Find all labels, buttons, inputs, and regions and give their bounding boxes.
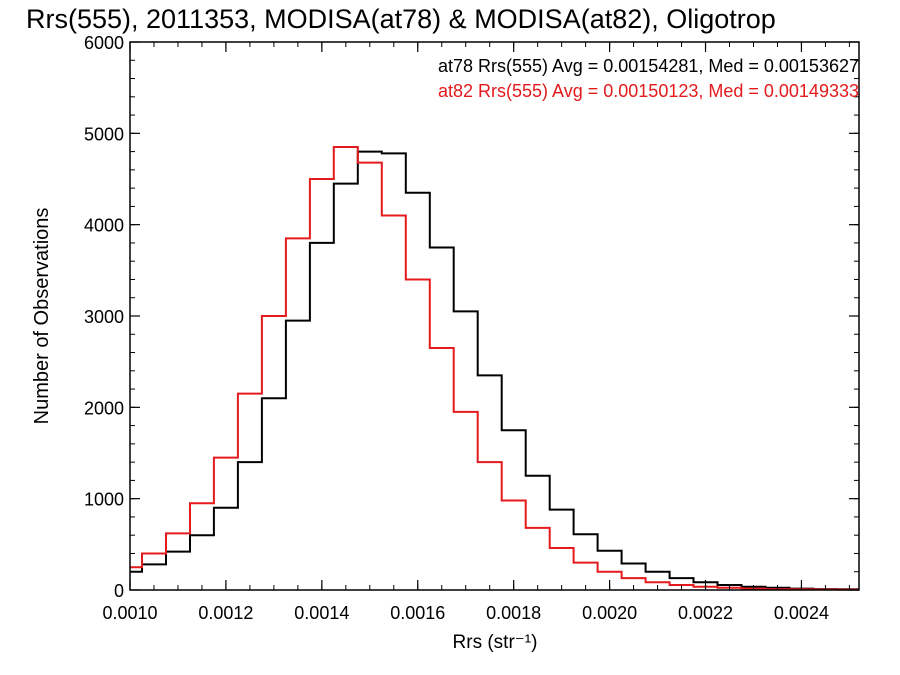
y-tick-label: 3000 [84, 307, 124, 327]
x-tick-label: 0.0014 [294, 603, 349, 623]
x-tick-label: 0.0018 [486, 603, 541, 623]
series-line-at82 [130, 146, 859, 591]
y-tick-label: 2000 [84, 398, 124, 418]
x-tick-label: 0.0022 [678, 603, 733, 623]
y-axis: 0 1000 2000 3000 4000 5000 6000 [84, 33, 859, 601]
x-axis-label: Rrs (str⁻¹) [453, 632, 538, 653]
x-tick-label: 0.0024 [774, 603, 829, 623]
x-axis: 0.0010 0.0012 0.0014 0.0016 0.0018 0.0020 0.00… [102, 42, 850, 623]
x-tick-label: 0.0020 [582, 603, 637, 623]
series-line-at78 [130, 150, 859, 591]
x-tick-label: 0.0010 [102, 603, 157, 623]
y-tick-label: 6000 [84, 33, 124, 53]
plot-frame [129, 41, 860, 591]
y-tick-label: 1000 [84, 490, 124, 510]
y-tick-label: 5000 [84, 124, 124, 144]
x-tick-label: 0.0016 [390, 603, 445, 623]
legend-at78: at78 Rrs(555) Avg = 0.00154281, Med = 0.… [438, 56, 859, 76]
chart-title: Rrs(555), 2011353, MODISA(at78) & MODISA… [26, 4, 776, 34]
plot-series [130, 146, 859, 591]
y-tick-label: 4000 [84, 216, 124, 236]
x-tick-label: 0.0012 [198, 603, 253, 623]
y-tick-label: 0 [114, 581, 124, 601]
y-axis-label: Number of Observations [31, 208, 53, 425]
legend-at82: at82 Rrs(555) Avg = 0.00150123, Med = 0.… [438, 81, 859, 101]
